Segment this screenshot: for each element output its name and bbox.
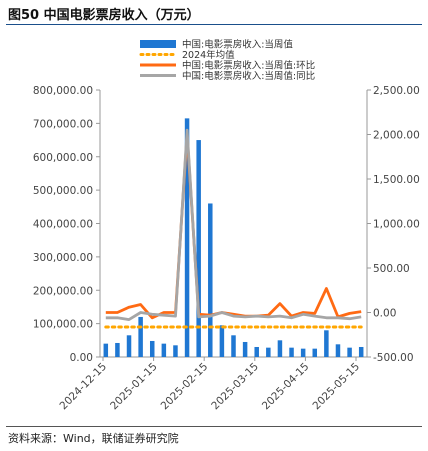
x-tick-label: 2025-02-15 <box>159 361 211 413</box>
source-note: 资料来源：Wind，联储证券研究院 <box>8 432 179 445</box>
legend-label: 中国:电影票房收入:当周值:同比 <box>182 70 315 82</box>
legend-label: 2024年均值 <box>182 49 235 61</box>
left-tick-label: 400,000.00 <box>33 219 93 231</box>
bar <box>126 335 132 357</box>
left-tick-label: 300,000.00 <box>33 252 93 264</box>
bar <box>266 347 271 357</box>
bar <box>300 348 306 357</box>
bar <box>115 342 120 357</box>
legend: 中国:电影票房收入:当周值2024年均值中国:电影票房收入:当周值:环比中国:电… <box>139 39 315 82</box>
bar <box>231 335 236 357</box>
bar <box>312 348 318 357</box>
bar <box>138 316 143 357</box>
right-tick-label: 2,500.00 <box>373 85 420 97</box>
bar <box>161 343 167 357</box>
bar-series <box>103 118 364 358</box>
series-line <box>105 128 362 322</box>
x-tick-label: 2025-04-15 <box>260 361 312 413</box>
right-tick-label: 500.00 <box>373 263 410 275</box>
legend-label: 中国:电影票房收入:当周值:环比 <box>182 60 315 72</box>
bar <box>219 325 225 357</box>
bar <box>335 344 341 357</box>
bar <box>149 340 155 357</box>
bar <box>242 341 248 357</box>
right-tick-label: 1,500.00 <box>373 174 420 186</box>
bar <box>196 140 201 357</box>
legend-label: 中国:电影票房收入:当周值 <box>182 39 293 51</box>
right-tick-label: 1,000.00 <box>373 219 420 231</box>
bar <box>289 347 294 357</box>
x-tick-label: 2025-01-15 <box>108 361 160 413</box>
left-tick-label: 700,000.00 <box>33 118 93 130</box>
chart-axes: 0.00 100,000.00 200,000.00 300,000.00 400,00… <box>33 85 420 412</box>
bar <box>254 346 259 357</box>
x-tick-label: 2025-03-15 <box>209 361 261 413</box>
x-tick-label: 2024-12-15 <box>57 361 109 413</box>
x-tick-label: 2025-05-15 <box>310 361 362 413</box>
bar <box>208 203 213 357</box>
title-rule <box>6 24 422 25</box>
right-tick-label: 2,000.00 <box>373 130 420 142</box>
left-tick-label: 800,000.00 <box>33 85 93 97</box>
bar <box>347 347 352 357</box>
bar <box>358 346 364 357</box>
bar <box>103 343 109 357</box>
figure-title: 图50 中国电影票房收入（万元） <box>8 8 200 23</box>
left-tick-label: 200,000.00 <box>33 285 93 297</box>
right-tick-label: -500.00 <box>373 352 414 364</box>
line-series <box>104 128 363 329</box>
bar <box>184 118 190 358</box>
left-tick-label: 0.00 <box>70 352 93 364</box>
bar <box>277 340 283 357</box>
bar <box>173 345 178 357</box>
left-tick-label: 100,000.00 <box>33 319 93 331</box>
left-tick-label: 600,000.00 <box>33 152 93 164</box>
left-tick-label: 500,000.00 <box>33 185 93 197</box>
series-line <box>105 133 362 320</box>
source-rule <box>6 426 422 427</box>
right-tick-label: 0.00 <box>373 308 396 320</box>
legend-swatch <box>140 40 176 48</box>
bar <box>324 330 329 357</box>
